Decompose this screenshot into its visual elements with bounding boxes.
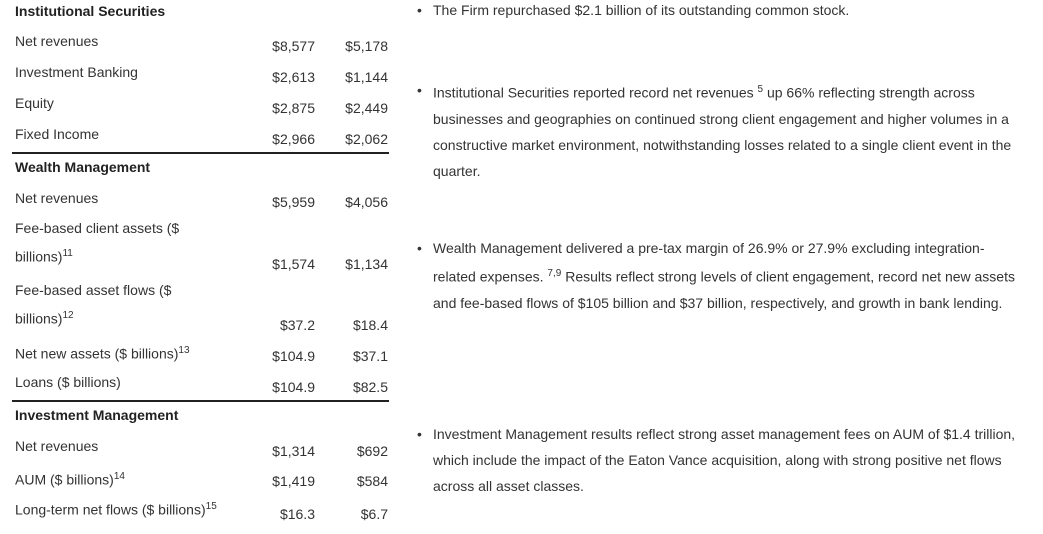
- row-label: Net new assets ($ billions)13: [15, 338, 245, 367]
- row-value-prior: $18.4: [352, 317, 388, 333]
- section-divider: [12, 400, 389, 402]
- row-label: Fee-based asset flows ($ billions)12: [15, 277, 200, 332]
- row-label: Equity: [15, 95, 54, 111]
- results-table: Institutional Securities Net revenues $8…: [0, 0, 392, 534]
- row-label: Loans ($ billions): [15, 374, 121, 390]
- row-value-current: $104.9: [272, 348, 315, 364]
- row-label-text: Long-term net flows ($ billions): [15, 501, 206, 518]
- row-label: AUM ($ billions)14: [15, 464, 215, 493]
- row-label-text: Fee-based client assets ($ billions): [15, 220, 180, 265]
- row-label-text: Fee-based asset flows ($ billions): [15, 282, 172, 327]
- footnote-marker: 12: [62, 310, 74, 321]
- row-value-current: $5,959: [272, 194, 315, 210]
- list-item: • Institutional Securities reported recor…: [415, 77, 1025, 184]
- row-label-text: Net new assets ($ billions): [15, 345, 179, 362]
- row-value-prior: $5,178: [345, 38, 388, 54]
- row-value-prior: $584: [356, 473, 388, 489]
- row-value-current: $1,419: [272, 473, 315, 489]
- bullet-text-cont: Results reflect strong levels of client …: [433, 268, 1015, 311]
- section-title-institutional-securities: Institutional Securities: [15, 3, 166, 19]
- row-label: Net revenues: [15, 438, 99, 454]
- row-value-prior: $2,449: [345, 100, 388, 116]
- row-value-current: $8,577: [272, 38, 315, 54]
- section-title-investment-management: Investment Management: [15, 407, 179, 423]
- footnote-marker: 5: [757, 84, 764, 95]
- row-value-current: $104.9: [272, 379, 315, 395]
- footnote-marker: 7,9: [547, 268, 562, 279]
- bullet-icon: •: [417, 82, 422, 98]
- section-title-wealth-management: Wealth Management: [15, 159, 151, 175]
- row-value-current: $16.3: [279, 506, 315, 522]
- footnote-marker: 13: [178, 345, 190, 356]
- row-value-current: $2,966: [272, 131, 315, 147]
- row-value-prior: $4,056: [345, 194, 388, 210]
- row-value-prior: $1,144: [345, 69, 388, 85]
- row-label: Fee-based client assets ($ billions)11: [15, 215, 200, 270]
- row-label: Net revenues: [15, 190, 99, 206]
- list-item: • The Firm repurchased $2.1 billion of it…: [415, 0, 1025, 23]
- bullet-text: Wealth Management delivered a pre-tax ma…: [433, 240, 985, 285]
- bullet-icon: •: [417, 426, 422, 442]
- row-value-prior: $1,134: [345, 256, 388, 272]
- row-value-prior: $37.1: [352, 348, 388, 364]
- list-item: • Wealth Management delivered a pre-tax m…: [415, 235, 1025, 316]
- bullet-text-cont: up 66% reflecting strength across busine…: [433, 84, 1012, 179]
- row-value-current: $37.2: [279, 317, 315, 333]
- row-value-current: $2,613: [272, 69, 315, 85]
- bullet-text: Institutional Securities reported record…: [433, 84, 758, 101]
- section-divider: [12, 152, 389, 154]
- row-label: Long-term net flows ($ billions)15: [15, 494, 255, 523]
- bullet-text: Investment Management results reflect st…: [433, 426, 1016, 494]
- row-label: Net revenues: [15, 33, 99, 49]
- row-value-prior: $6.7: [360, 506, 388, 522]
- row-value-prior: $2,062: [345, 131, 388, 147]
- row-label: Fixed Income: [15, 126, 100, 142]
- highlights-list: • The Firm repurchased $2.1 billion of it…: [415, 0, 1035, 534]
- bullet-icon: •: [417, 2, 422, 18]
- footnote-marker: 14: [113, 471, 125, 482]
- list-item: • Investment Management results reflect s…: [415, 421, 1025, 499]
- row-label-text: AUM ($ billions): [15, 471, 114, 488]
- row-value-current: $2,875: [272, 100, 315, 116]
- footnote-marker: 15: [205, 501, 217, 512]
- row-value-current: $1,314: [272, 443, 315, 459]
- row-value-prior: $82.5: [352, 379, 388, 395]
- row-value-current: $1,574: [272, 256, 315, 272]
- row-label: Investment Banking: [15, 64, 138, 80]
- bullet-text: The Firm repurchased $2.1 billion of its…: [433, 2, 850, 18]
- row-value-prior: $692: [356, 443, 388, 459]
- footnote-marker: 11: [62, 248, 73, 259]
- bullet-icon: •: [417, 240, 422, 256]
